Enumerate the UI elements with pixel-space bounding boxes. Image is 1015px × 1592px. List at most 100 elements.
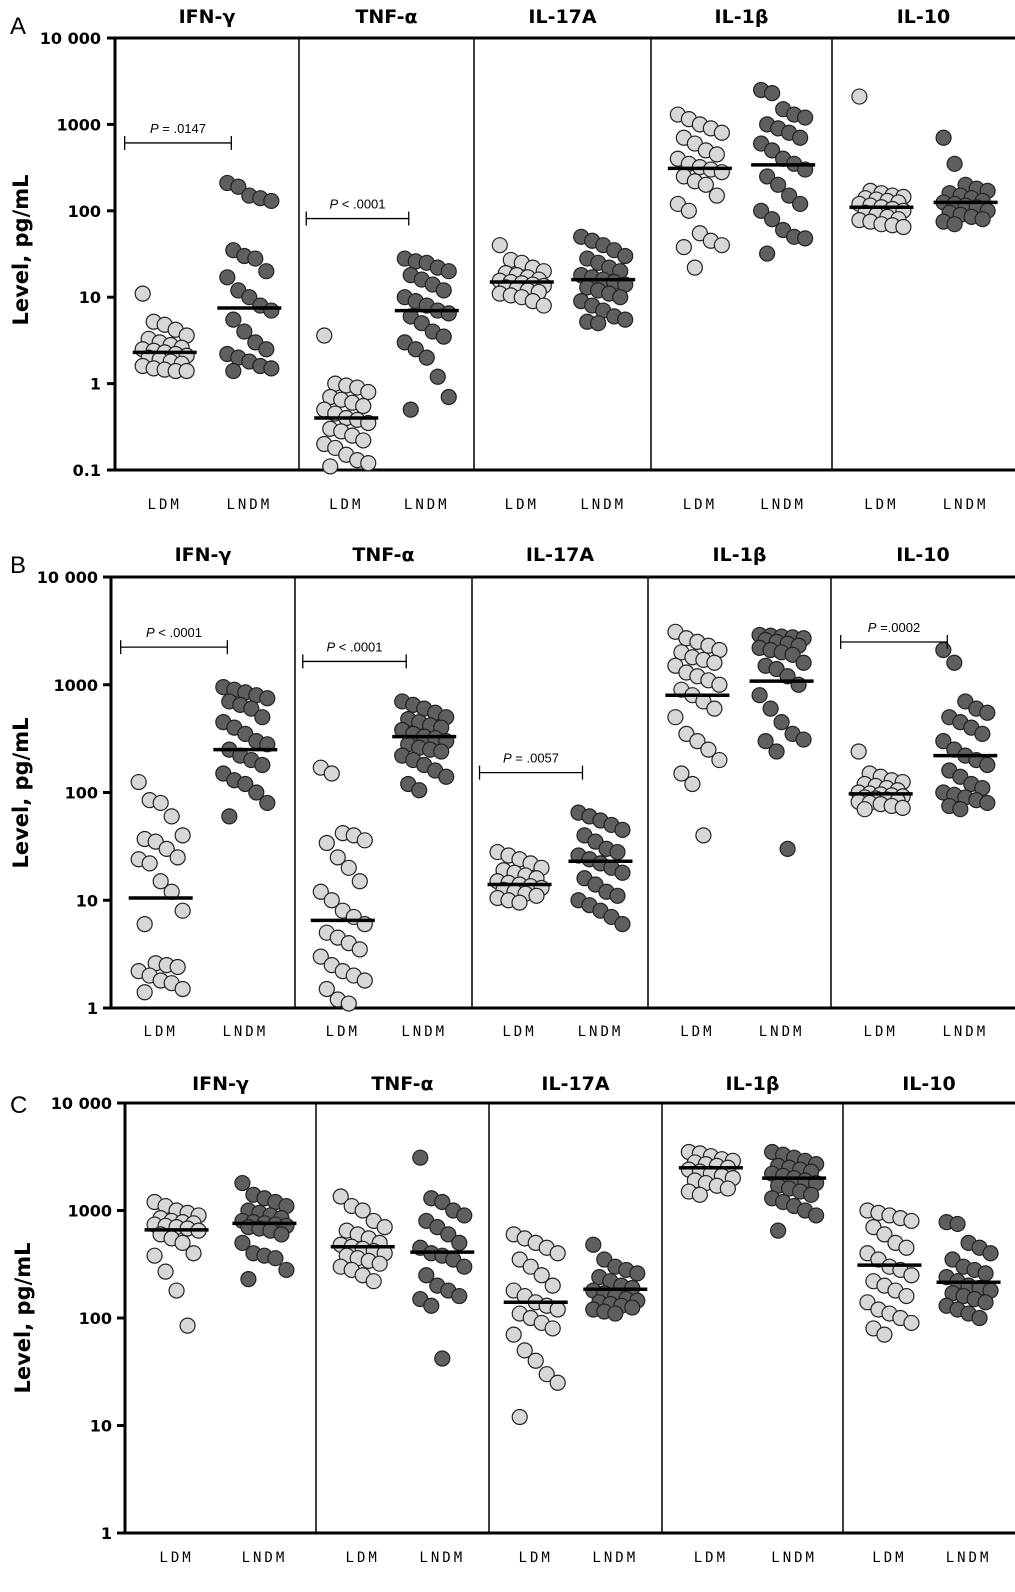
data-point-lndm [977, 1265, 994, 1282]
category-label: LDM [159, 1550, 193, 1566]
data-point-lndm [435, 282, 452, 299]
data-point-lndm [407, 341, 424, 358]
data-point-ldm [174, 902, 191, 919]
data-point-ldm [675, 239, 692, 256]
data-point-lndm [979, 704, 996, 721]
data-point-lndm [273, 1226, 290, 1243]
data-point-lndm [263, 302, 280, 319]
data-point-ldm [544, 1320, 561, 1337]
y-tick-label: 10 [79, 288, 101, 307]
data-point-ldm [351, 941, 368, 958]
data-point-lndm [433, 743, 450, 760]
data-point-lndm [456, 1207, 473, 1224]
data-point-ldm [365, 1273, 382, 1290]
y-tick-label: 10 000 [37, 568, 98, 587]
data-point-lndm [278, 1261, 295, 1279]
data-point-lndm [411, 782, 428, 799]
data-point-lndm [759, 245, 776, 262]
y-tick-label: 1 [90, 375, 101, 394]
data-point-ldm [332, 1188, 349, 1205]
data-point-lndm [247, 250, 264, 267]
data-point-lndm [413, 315, 430, 332]
data-point-ldm [322, 458, 339, 475]
data-point-lndm [949, 1215, 966, 1233]
data-point-ldm [689, 732, 706, 750]
data-point-ldm [680, 202, 697, 219]
category-label: LNDM [946, 1550, 992, 1566]
p-value-label: P < .0001 [329, 197, 385, 212]
data-point-ldm [130, 773, 147, 791]
p-value-label: P < .0001 [326, 639, 382, 654]
p-value-label: P = .0147 [150, 121, 206, 136]
category-label: LDM [326, 1024, 360, 1040]
data-point-ldm [528, 887, 545, 904]
cytokine-title: TNF-α [355, 6, 417, 28]
category-label: LDM [144, 1024, 178, 1040]
group-ifn-gamma: IFN-γ LDM LNDM [144, 1073, 297, 1566]
data-point-ldm [163, 808, 180, 825]
cytokine-title: IL-1β [715, 6, 769, 28]
data-point-ldm [538, 1366, 555, 1383]
data-point-ldm [697, 176, 714, 193]
panel-letter: B [10, 552, 26, 579]
data-point-ldm [178, 362, 195, 380]
data-point-ldm [544, 1277, 561, 1294]
data-point-lndm [263, 192, 280, 210]
data-point-lndm [753, 202, 770, 219]
data-point-lndm [795, 731, 812, 748]
group-il-10: IL-10 LDM LNDM [857, 1073, 1001, 1566]
data-point-lndm [781, 187, 798, 204]
data-point-ldm [711, 751, 728, 769]
cytokine-title: IL-10 [896, 544, 950, 566]
data-point-ldm [351, 873, 368, 890]
data-point-lndm [614, 916, 631, 933]
data-point-ldm [850, 743, 867, 760]
data-point-lndm [248, 784, 265, 801]
category-label: LDM [872, 1550, 906, 1566]
data-point-ldm [667, 709, 684, 726]
data-point-ldm [174, 1234, 191, 1251]
data-point-lndm [234, 1174, 251, 1192]
data-point-ldm [684, 775, 701, 793]
group-tnf-alpha: TNF-α LDM LNDM P < .0001 [305, 6, 459, 513]
data-point-lndm [221, 808, 238, 825]
data-point-lndm [254, 709, 271, 726]
data-point-lndm [225, 311, 242, 328]
data-point-ldm [516, 1342, 533, 1359]
cytokine-title: IL-17A [528, 6, 597, 28]
data-point-ldm [719, 1180, 736, 1197]
data-point-ldm [134, 285, 151, 302]
panel-a: A Level, pg/mL 10 000 1000 100 10 1 0.1 IFN-γ LDM… [9, 6, 1015, 513]
y-axis-label: Level, pg/mL [11, 1242, 35, 1393]
panel-letter: C [10, 1092, 27, 1119]
data-point-ldm [340, 859, 357, 876]
data-point-ldm [898, 1239, 915, 1256]
data-point-ldm [354, 1202, 371, 1219]
y-tick-label: 1 [101, 1524, 112, 1543]
cytokine-title: TNF-α [371, 1073, 433, 1095]
data-point-ldm [533, 1267, 550, 1284]
data-point-ldm [713, 237, 730, 254]
data-point-lndm [773, 714, 790, 731]
y-tick-label: 10 000 [51, 1094, 112, 1113]
data-point-lndm [751, 687, 768, 704]
data-point-ldm [179, 1317, 196, 1334]
category-label: LNDM [242, 1550, 288, 1566]
data-point-lndm [946, 654, 963, 671]
y-axis-label: Level, pg/mL [9, 174, 33, 325]
y-axis-label: Level, pg/mL [9, 717, 33, 868]
category-label: LNDM [943, 497, 989, 513]
data-point-ldm [713, 124, 730, 141]
data-point-lndm [768, 743, 785, 760]
data-point-ldm [174, 980, 191, 998]
data-point-ldm [708, 187, 725, 204]
data-point-lndm [267, 1250, 284, 1267]
data-point-lndm [240, 1271, 257, 1288]
data-point-ldm [711, 676, 728, 693]
data-point-lndm [225, 362, 242, 380]
data-point-lndm [935, 129, 952, 146]
category-label: LDM [864, 497, 898, 513]
data-point-lndm [764, 85, 781, 102]
y-tick-label: 1000 [53, 676, 98, 695]
data-point-ldm [695, 827, 712, 844]
